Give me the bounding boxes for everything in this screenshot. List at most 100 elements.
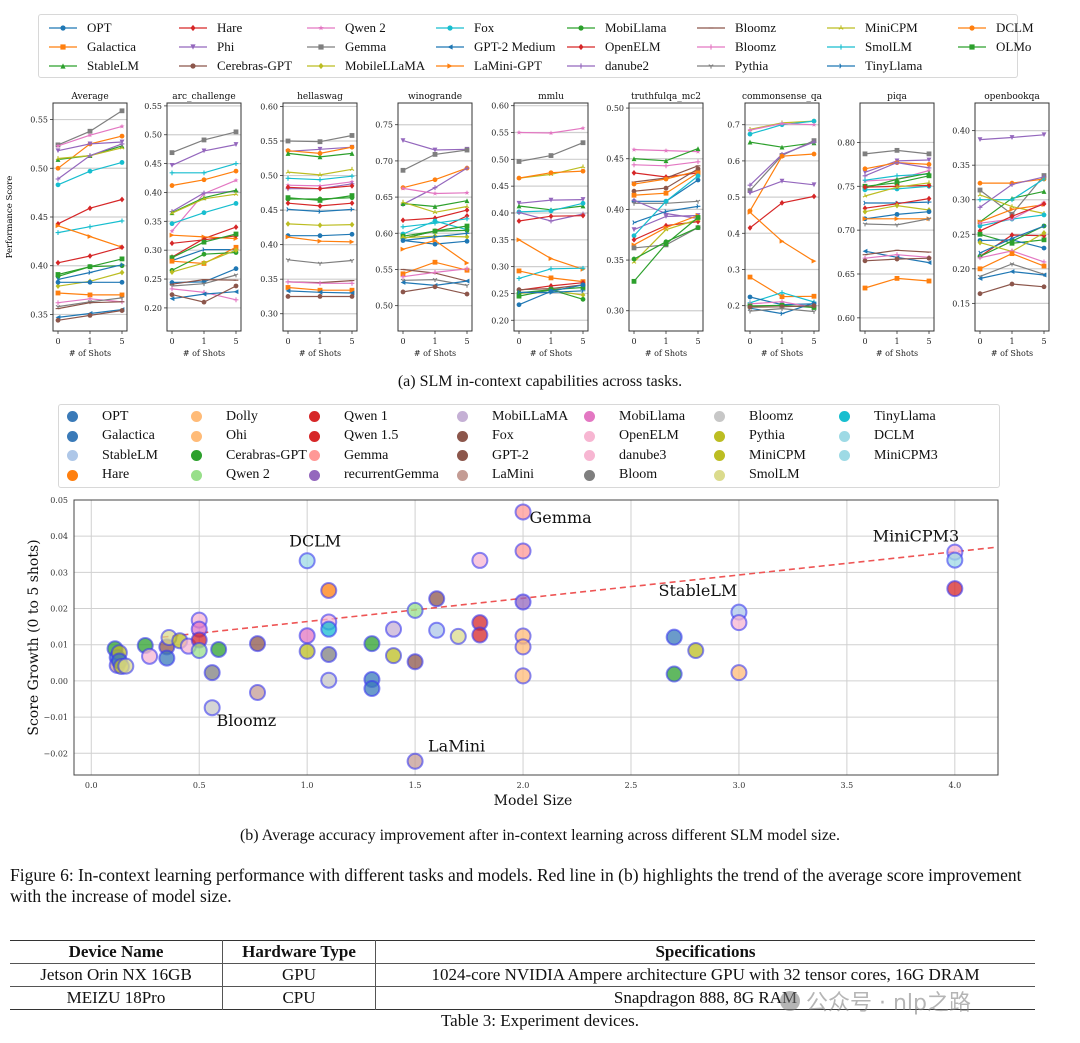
legend-dot-icon (191, 469, 202, 481)
data-point (464, 165, 470, 171)
data-point (926, 170, 932, 176)
data-point (548, 208, 554, 214)
y-tick-label: 0.35 (606, 256, 624, 265)
y-tick-label: 0.60 (375, 229, 393, 238)
table-row: Jetson Orin NX 16GB GPU 1024-core NVIDIA… (10, 963, 1035, 987)
series-line (169, 161, 239, 176)
data-point (695, 215, 701, 220)
legend-label: Bloomz (749, 408, 794, 424)
x-axis-label: # of Shots (299, 349, 341, 358)
data-point (862, 205, 868, 212)
scatter-point (320, 620, 338, 638)
legend-item: Dolly (191, 407, 258, 426)
data-point (317, 172, 323, 177)
figure-a-panels: Performance Score0.350.400.450.500.55Ave… (5, 92, 1050, 358)
y-tick-label: 0.80 (837, 138, 855, 147)
scatter-point (385, 647, 403, 665)
table-cell: MEIZU 18Pro (10, 986, 223, 1010)
scatter-point (117, 657, 135, 675)
series-line (400, 198, 470, 209)
scatter-point (249, 684, 267, 701)
series-line (747, 306, 817, 314)
data-point (169, 286, 175, 292)
data-point (349, 287, 355, 293)
scatter-point (471, 551, 489, 569)
legend-marker-icon (436, 62, 464, 69)
legend-item: DCLM (958, 18, 1034, 37)
figure-b-legend: OPT Galactica StableLM Hare Dolly Ohi Cerabras… (58, 404, 1000, 488)
scatter-point (428, 621, 446, 639)
table-header-row: Device Name Hardware Type Specifications (10, 940, 1035, 964)
data-point (548, 170, 554, 176)
data-point (926, 157, 932, 163)
series-line (862, 180, 932, 198)
data-point (201, 177, 207, 183)
legend-label: recurrentGemma (344, 467, 439, 482)
data-point (1041, 259, 1047, 265)
legend-item: Galactica (49, 37, 136, 56)
series-line (400, 238, 470, 247)
data-point (631, 197, 637, 203)
series-line (285, 144, 355, 156)
data-point (119, 141, 125, 147)
data-point (894, 202, 900, 209)
data-point (317, 154, 323, 160)
data-point (516, 276, 522, 281)
data-point (317, 183, 323, 189)
y-tick-label: 0.30 (491, 263, 509, 272)
data-point (87, 292, 93, 298)
data-point (120, 262, 125, 268)
legend-label: SmolLM (865, 38, 912, 54)
data-point (548, 213, 554, 220)
y-tick-label: 0.55 (491, 129, 509, 138)
y-tick-label: 0.20 (144, 304, 162, 313)
x-tick-label: 2.0 (517, 781, 530, 790)
series-line (631, 146, 701, 154)
series-line (400, 185, 470, 196)
series-line (400, 284, 470, 297)
figure-a-caption: (a) SLM in-context capabilities across t… (397, 373, 683, 390)
data-point (432, 228, 438, 234)
series-path (171, 144, 237, 166)
data-point (811, 293, 817, 299)
legend-label: Phi (217, 38, 235, 54)
legend-marker (190, 43, 196, 50)
data-point (631, 227, 637, 233)
y-tick-label: 0.20 (491, 316, 509, 325)
series-line (632, 204, 701, 225)
legend-label: DCLM (874, 428, 915, 443)
data-point (977, 180, 983, 186)
x-tick-label: 1 (779, 337, 784, 346)
data-point (747, 131, 753, 137)
series-path (518, 239, 584, 270)
scatter-point (946, 580, 964, 598)
x-tick-label: 0.0 (85, 781, 98, 790)
legend-item: Qwen 2 (307, 18, 386, 37)
data-point (233, 187, 239, 193)
data-point (548, 197, 554, 203)
data-point (926, 173, 932, 179)
legend-label: MobiLlama (619, 408, 686, 424)
scatter-point (406, 601, 424, 619)
series-line (55, 290, 125, 298)
data-point (464, 283, 470, 288)
point-annotation: Bloomz (216, 711, 276, 730)
x-tick-label: 0 (862, 337, 867, 346)
x-tick-label: 1 (317, 337, 322, 346)
legend-dot-icon (584, 411, 595, 422)
legend-item: Bloomz (697, 18, 776, 37)
data-point (433, 234, 438, 240)
data-point (747, 309, 753, 314)
series-line (285, 151, 355, 160)
series-line (169, 283, 239, 305)
data-point (432, 147, 438, 153)
data-point (1041, 272, 1047, 278)
wechat-icon (780, 991, 800, 1011)
y-tick-label: 0.7 (727, 121, 740, 130)
data-point (663, 158, 669, 164)
data-point (927, 199, 932, 205)
data-point (977, 137, 983, 143)
series-line (747, 139, 817, 150)
data-point (400, 217, 406, 224)
series-line (400, 266, 470, 280)
